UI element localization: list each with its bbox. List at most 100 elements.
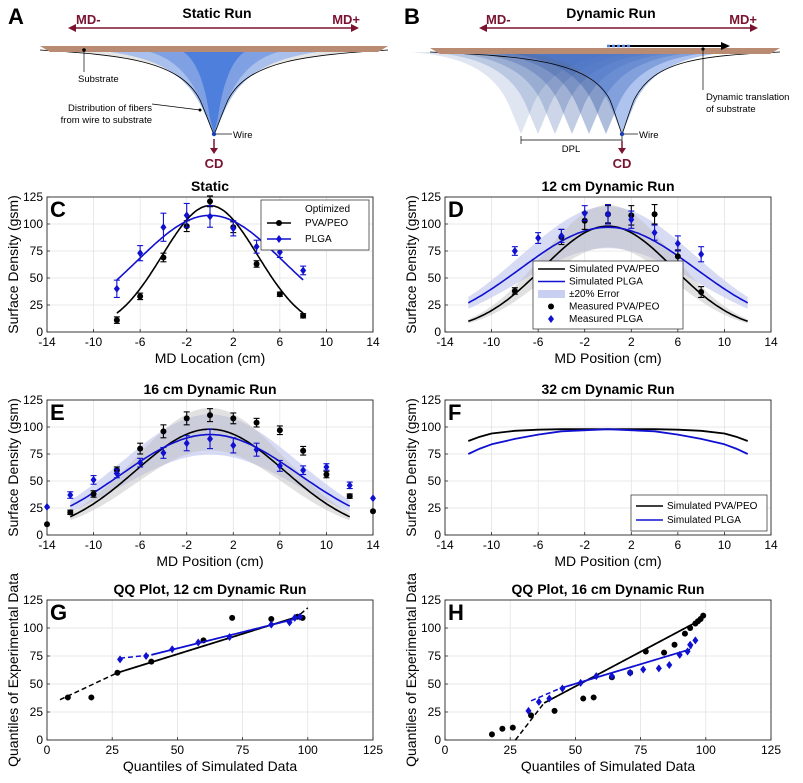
y-tick-label: 100 <box>421 621 441 635</box>
legend-marker-3 <box>548 303 554 310</box>
legend-band <box>538 290 565 298</box>
y-tick-label: 125 <box>23 190 43 204</box>
panel-label-d: D <box>448 197 464 222</box>
y-tick-label: 100 <box>23 621 43 635</box>
x-tick-label: 25 <box>504 743 518 757</box>
qq-point <box>268 620 275 629</box>
x-tick-label: -14 <box>436 335 454 349</box>
plot-frame-e <box>46 399 374 536</box>
x-tick-label: 125 <box>761 743 781 757</box>
wire-label-a: Wire <box>233 130 253 141</box>
qq-point <box>226 632 233 641</box>
panel-label-f: F <box>448 400 461 425</box>
panel-label-a: A <box>8 4 24 29</box>
data-point <box>698 289 705 296</box>
x-tick-label: 10 <box>320 538 334 552</box>
translation-arrowhead-b <box>721 42 730 50</box>
y-tick-label: 100 <box>23 217 43 231</box>
data-point <box>323 471 330 478</box>
y-tick-label: 25 <box>428 705 442 719</box>
y-tick-label: 75 <box>30 447 44 461</box>
qq-point <box>590 694 597 701</box>
data-point <box>160 448 167 457</box>
qq-reference-dashed-0 <box>59 607 309 701</box>
md-minus-a: MD- <box>76 12 101 27</box>
data-point <box>253 419 260 426</box>
qq-reference-dashed-1 <box>530 638 697 702</box>
wire-icon-b <box>619 131 625 137</box>
y-tick-label: 25 <box>30 501 44 515</box>
qq-point <box>286 618 293 627</box>
legend-entry-d-0: Simulated PVA/PEO <box>569 264 660 275</box>
x-tick-label: 100 <box>696 743 716 757</box>
y-tick-label: 50 <box>30 474 44 488</box>
legend-entry-c-0: PVA/PEO <box>305 218 348 229</box>
x-tick-label: -6 <box>533 335 544 349</box>
data-point <box>276 461 283 470</box>
x-tick-label: 14 <box>366 538 380 552</box>
wire-label-b: Wire <box>639 130 659 141</box>
y-axis-label-d: Surface Density (gsm) <box>403 195 419 333</box>
y-tick-label: 100 <box>23 420 43 434</box>
x-tick-label: 2 <box>230 538 237 552</box>
plot-frame-d <box>444 196 772 333</box>
qq-point <box>700 612 707 619</box>
qq-point <box>687 625 694 631</box>
x-axis-label-c: MD Location (cm) <box>155 350 265 366</box>
legend-entry-c-1: PLGA <box>305 234 332 245</box>
data-point <box>113 284 120 293</box>
x-tick-label: -14 <box>38 538 56 552</box>
y-tick-label: 0 <box>36 733 43 747</box>
y-tick-label: 75 <box>30 649 44 663</box>
data-point <box>137 445 144 452</box>
qq-point <box>488 731 495 738</box>
fiber-distribution-b-6 <box>512 52 732 134</box>
x-tick-label: 2 <box>230 335 237 349</box>
data-point <box>207 434 213 443</box>
data-point <box>44 521 50 528</box>
x-tick-label: 25 <box>106 743 120 757</box>
y-tick-label: 50 <box>30 271 44 285</box>
chart-title-d: 12 cm Dynamic Run <box>541 178 674 194</box>
data-point <box>511 287 518 294</box>
data-point <box>651 211 658 218</box>
data-point <box>207 198 213 205</box>
y-tick-label: 75 <box>428 649 442 663</box>
data-point <box>651 228 658 237</box>
qq-point <box>655 664 662 673</box>
panel-label-h: H <box>448 600 464 625</box>
cd-arrowhead-b <box>618 148 626 154</box>
fibers-label-a-2: from wire to substrate <box>61 115 152 126</box>
error-band-pva-peo <box>468 205 748 324</box>
data-point <box>137 293 144 300</box>
y-axis-label-f: Surface Density (gsm) <box>403 398 419 536</box>
qq-point <box>666 660 673 669</box>
y-tick-label: 50 <box>428 271 442 285</box>
fibers-marker-a <box>198 108 202 112</box>
cd-label-a: CD <box>205 156 224 171</box>
schematic-a: A Static Run MD- MD+ Substrate Distribut… <box>8 4 389 171</box>
panel-label-e: E <box>50 400 65 425</box>
qq-fit-line-0 <box>543 620 699 704</box>
y-tick-label: 25 <box>428 298 442 312</box>
x-tick-label: 6 <box>277 538 284 552</box>
data-point <box>300 447 307 454</box>
data-point <box>370 508 376 515</box>
y-tick-label: 0 <box>36 325 43 339</box>
qq-point <box>114 669 121 676</box>
data-point <box>113 317 120 324</box>
data-point <box>67 491 74 500</box>
x-tick-label: 6 <box>675 335 682 349</box>
chart-panel-g: G 0 25 50 75 100 125 0 25 50 75 100 125 QQ Plot, 12 … <box>5 573 383 774</box>
x-tick-label: -2 <box>181 335 192 349</box>
chart-panel-f: F -14 -10 -6 -2 2 6 10 14 0 25 50 75 100 125 32 cm Dyn… <box>403 381 778 569</box>
data-point <box>207 212 213 221</box>
x-tick-label: 75 <box>236 743 250 757</box>
schematic-b: B Dynamic Run MD- MD+ Dynamic translatio… <box>404 4 789 171</box>
substrate-label-a: Substrate <box>78 74 119 85</box>
x-tick-label: -14 <box>38 335 56 349</box>
qq-point <box>546 694 553 703</box>
data-point <box>183 415 190 422</box>
data-point <box>113 469 120 478</box>
qq-point <box>117 655 124 664</box>
